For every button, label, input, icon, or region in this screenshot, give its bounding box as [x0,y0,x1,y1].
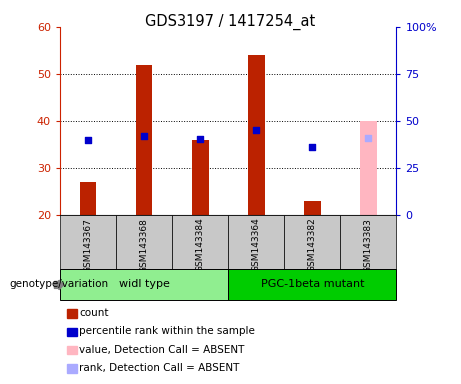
Bar [192,140,208,215]
Bar [116,215,172,269]
Text: GSM143367: GSM143367 [83,218,93,273]
Point [140,133,148,139]
Point [365,135,372,141]
Point [84,137,92,143]
Bar [172,215,228,269]
Text: value, Detection Call = ABSENT: value, Detection Call = ABSENT [79,345,245,355]
Text: GSM143382: GSM143382 [308,218,317,273]
Bar [228,269,396,300]
Text: GSM143364: GSM143364 [252,218,261,273]
Point [309,144,316,151]
FancyArrow shape [54,280,64,290]
Text: percentile rank within the sample: percentile rank within the sample [79,326,255,336]
Text: PGC-1beta mutant: PGC-1beta mutant [260,279,364,289]
Bar [80,182,96,215]
Text: rank, Detection Call = ABSENT: rank, Detection Call = ABSENT [79,363,240,373]
Text: GSM143383: GSM143383 [364,218,373,273]
Point [196,136,204,142]
Text: GSM143368: GSM143368 [140,218,148,273]
Bar [340,215,396,269]
Bar [248,55,265,215]
Bar [136,65,153,215]
Bar [228,215,284,269]
Bar [304,201,321,215]
Text: GSM143384: GSM143384 [195,218,205,273]
Text: genotype/variation: genotype/variation [9,279,108,289]
Bar [60,269,228,300]
Text: GDS3197 / 1417254_at: GDS3197 / 1417254_at [145,13,316,30]
Bar [360,121,377,215]
Bar [284,215,340,269]
Point [253,127,260,134]
Bar [60,215,116,269]
Text: count: count [79,308,109,318]
Text: widl type: widl type [118,279,170,289]
